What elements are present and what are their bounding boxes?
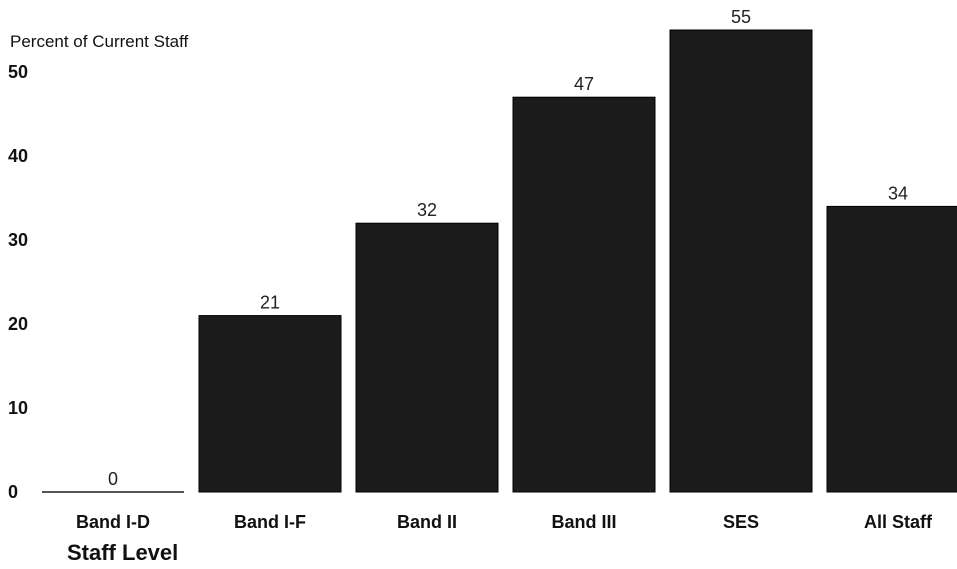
data-label: 47 [574,74,594,94]
data-label: 0 [108,469,118,489]
x-tick-labels: Band I-D Band I-F Band II Band III SES All St… [76,512,933,532]
data-label: 55 [731,7,751,27]
y-tick-labels: 0 10 20 30 40 50 [8,62,28,502]
data-label: 32 [417,200,437,220]
data-label: 34 [888,183,908,203]
y-tick-label: 0 [8,482,18,502]
y-tick-label: 50 [8,62,28,82]
data-labels: 0 21 32 47 55 34 [108,7,908,489]
y-axis-label: Percent of Current Staff [10,32,189,51]
y-tick-label: 10 [8,398,28,418]
x-axis-label: Staff Level [67,540,178,565]
bar [826,205,957,493]
x-tick-label: Band III [551,512,616,532]
x-tick-label: All Staff [864,512,933,532]
bar [198,315,342,493]
data-label: 21 [260,293,280,313]
y-tick-label: 40 [8,146,28,166]
bar [355,222,499,493]
x-tick-label: Band I-D [76,512,150,532]
bar [669,29,813,493]
x-tick-label: Band I-F [234,512,306,532]
y-tick-label: 20 [8,314,28,334]
bar [512,96,656,493]
y-tick-label: 30 [8,230,28,250]
x-tick-label: Band II [397,512,457,532]
x-tick-label: SES [723,512,759,532]
bars [42,29,957,493]
